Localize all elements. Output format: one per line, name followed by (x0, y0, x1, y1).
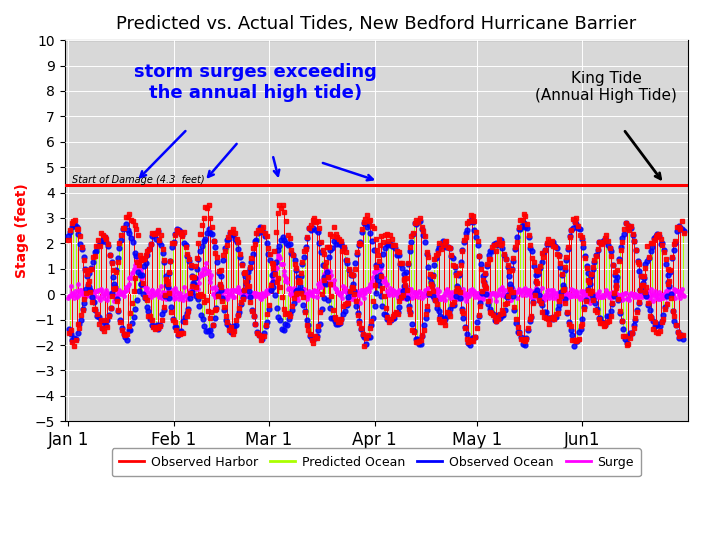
Text: King Tide
(Annual High Tide): King Tide (Annual High Tide) (535, 70, 677, 103)
Y-axis label: Stage (feet): Stage (feet) (15, 183, 29, 278)
Title: Predicted vs. Actual Tides, New Bedford Hurricane Barrier: Predicted vs. Actual Tides, New Bedford … (116, 15, 636, 33)
Text: Start of Damage (4.3  feet): Start of Damage (4.3 feet) (72, 175, 204, 185)
Text: storm surges exceeding
the annual high tide): storm surges exceeding the annual high t… (134, 63, 377, 102)
Legend: Observed Harbor, Predicted Ocean, Observed Ocean, Surge: Observed Harbor, Predicted Ocean, Observ… (112, 448, 641, 476)
